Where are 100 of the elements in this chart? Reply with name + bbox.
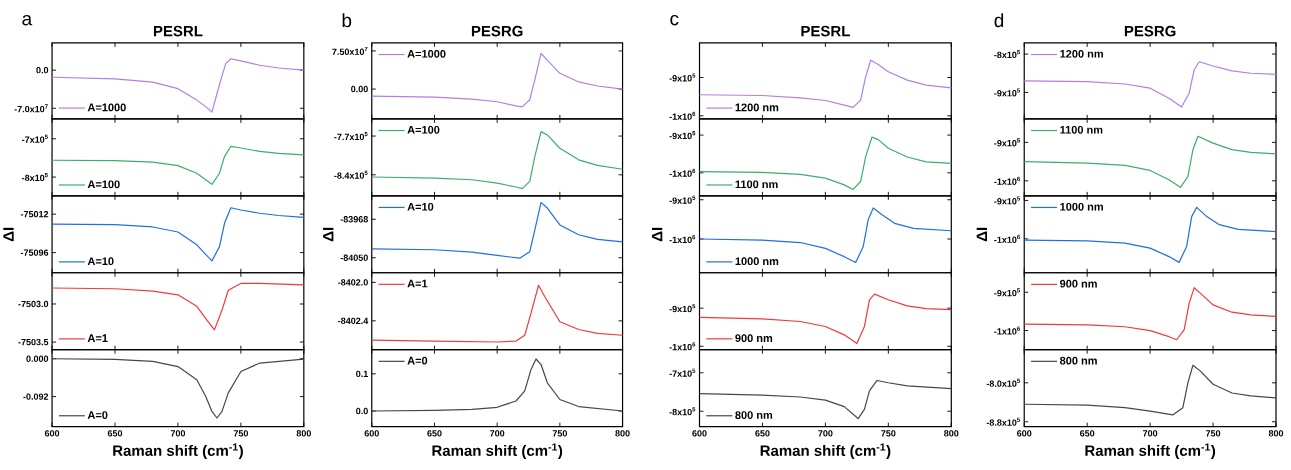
y-tick-label: -9x10$^{5}$ [669, 73, 696, 82]
x-tick-label: 750 [1205, 430, 1221, 437]
x-tick-label: 650 [1080, 430, 1095, 437]
y-tick-label: -8402.0 [338, 279, 368, 286]
line-series [51, 283, 305, 331]
y-tick-label: -83968 [340, 216, 368, 223]
y-tick-label: -9x10$^{5}$ [994, 88, 1021, 97]
y-tick-label: 0.00 [351, 86, 368, 93]
line-series [698, 136, 952, 191]
y-tick-label: -1x10$^{6}$ [994, 235, 1020, 244]
x-tick-label: 800 [615, 430, 630, 437]
chart-title: PESRG [1124, 26, 1176, 37]
legend-label: A=1000 [87, 103, 126, 112]
legend-label: A=0 [87, 411, 108, 420]
legend-label: A=0 [407, 356, 428, 365]
y-tick-label: -1x10$^{6}$ [669, 342, 696, 351]
y-tick-label: -1x10$^{6}$ [994, 176, 1020, 186]
line-series [371, 202, 624, 260]
text: b [342, 13, 352, 28]
y-axis-title: ΔI [323, 228, 334, 242]
line-series [371, 358, 624, 412]
legend-label: 1000 nm [1060, 203, 1103, 211]
x-tick-label: 800 [1268, 430, 1284, 437]
y-tick-label: -7x10$^{5}$ [669, 368, 696, 377]
y-tick-label: -8.4x10$^{5}$ [334, 170, 368, 180]
y-tick-label: -75096 [20, 249, 49, 256]
line-series [1023, 135, 1277, 189]
y-axis-title: ΔI [976, 228, 987, 242]
x-tick-label: 700 [1143, 430, 1158, 437]
chart-title: PESRL [801, 26, 850, 37]
legend-label: 800 nm [735, 411, 773, 420]
legend-label: A=1 [87, 334, 108, 343]
text: d [994, 13, 1004, 28]
x-tick-label: 800 [296, 430, 311, 437]
y-tick-label: -9x10$^{5}$ [669, 304, 696, 313]
legend-label: 900 nm [1060, 280, 1097, 288]
legend-label: A=10 [407, 203, 434, 211]
line-series [1023, 61, 1277, 108]
x-tick-label: 650 [755, 430, 770, 437]
y-tick-label: -8x10$^{5}$ [22, 173, 48, 182]
legend-label: 900 nm [735, 334, 773, 343]
y-tick-label: -8.0x10$^{5}$ [986, 379, 1021, 388]
y-tick-label: -9x10$^{5}$ [669, 131, 696, 140]
x-tick-label: 650 [427, 430, 442, 437]
line-series [1023, 364, 1277, 416]
x-tick-label: 750 [552, 430, 567, 437]
y-tick-label: 0.0 [356, 408, 368, 415]
text: c [670, 15, 679, 26]
line-series [1023, 287, 1277, 341]
legend-label: A=1000 [407, 50, 446, 58]
chart-title: PESRG [471, 26, 523, 37]
x-axis-title: Raman shift (cm$^{-1}$) [432, 443, 563, 460]
y-tick-label: -1x10$^{6}$ [994, 326, 1020, 335]
x-tick-label: 700 [490, 430, 505, 437]
legend-label: 800 nm [1059, 356, 1097, 365]
x-tick-label: 700 [170, 430, 186, 437]
y-tick-label: -84050 [340, 254, 368, 262]
x-tick-label: 650 [107, 430, 123, 437]
y-axis-title: ΔI [651, 228, 663, 242]
legend-label: 1200 nm [1060, 50, 1103, 58]
y-tick-label: -0.092 [23, 393, 49, 400]
x-tick-label: 750 [233, 430, 249, 437]
y-tick-label: -7x10$^{5}$ [22, 134, 48, 144]
legend-label: 1100 nm [1060, 126, 1103, 134]
legend-label: 1100 nm [735, 180, 778, 189]
y-tick-label: -9x10$^{5}$ [994, 196, 1021, 205]
y-tick-label: -9x10$^{5}$ [669, 195, 696, 204]
y-tick-label: -1x10$^{6}$ [669, 111, 696, 121]
y-tick-label: 7.50x10$^{7}$ [332, 47, 368, 56]
x-tick-label: 800 [944, 430, 959, 437]
y-tick-label: -1x10$^{6}$ [669, 168, 696, 178]
x-tick-label: 600 [364, 430, 379, 437]
legend-label: 1200 nm [735, 103, 779, 112]
line-series [698, 380, 952, 420]
y-tick-label: 0.0 [36, 67, 49, 74]
legend-label: A=1 [407, 280, 428, 288]
legend-label: A=10 [87, 257, 114, 266]
y-tick-label: 0.000 [26, 355, 49, 363]
y-tick-label: -7503.5 [18, 339, 49, 346]
line-series [698, 207, 952, 264]
y-tick-label: -8402.4 [338, 317, 369, 325]
x-axis-title: Raman shift (cm$^{-1}$) [113, 443, 243, 460]
x-axis-title: Raman shift (cm$^{-1}$) [1085, 443, 1216, 460]
legend-label: 1000 nm [735, 257, 779, 266]
legend-label: A=100 [87, 180, 120, 189]
text: a [22, 15, 33, 26]
y-tick-label: -7503.0 [18, 301, 49, 308]
y-axis-title: ΔI [3, 228, 14, 242]
x-tick-label: 600 [1017, 430, 1032, 437]
x-tick-label: 750 [881, 430, 896, 437]
y-tick-label: -8x10$^{5}$ [669, 407, 696, 416]
line-series [698, 293, 952, 345]
y-tick-label: -1x10$^{6}$ [669, 235, 696, 244]
x-tick-label: 700 [818, 430, 833, 437]
y-tick-label: -8x10$^{5}$ [994, 50, 1021, 59]
legend-label: A=100 [407, 126, 440, 134]
line-series [51, 358, 305, 419]
chart-title: PESRL [153, 26, 203, 37]
y-tick-label: -7.7x10$^{5}$ [334, 132, 368, 141]
y-tick-label: 0.1 [356, 370, 368, 378]
